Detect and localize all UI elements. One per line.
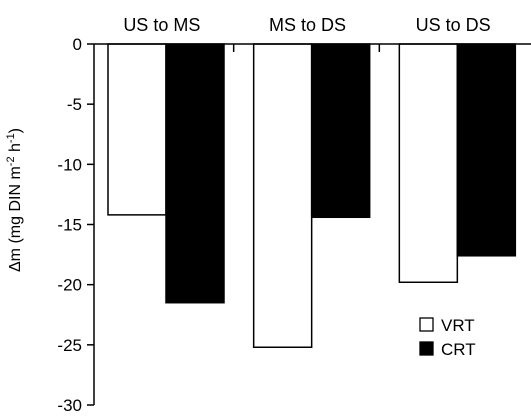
bar-crt-us-to-ms xyxy=(165,43,225,304)
category-label-us-to-ms: US to MS xyxy=(123,15,200,35)
category-label-us-to-ds: US to DS xyxy=(416,15,491,35)
bar-crt-ms-to-ds xyxy=(310,43,371,219)
bar-vrt-ms-to-ds xyxy=(252,43,313,348)
y-tick-label: -15 xyxy=(57,216,82,235)
category-label-ms-to-ds: MS to DS xyxy=(269,15,346,35)
y-tick-label: -5 xyxy=(67,95,82,114)
y-axis-label-sup2: -1 xyxy=(5,133,17,143)
legend-label-crt: CRT xyxy=(441,340,476,359)
bar-vrt-us-to-ds xyxy=(398,43,459,284)
y-tick-label: -10 xyxy=(57,155,82,174)
category-labels: US to MS MS to DS US to DS xyxy=(123,15,490,35)
y-tick-label: -30 xyxy=(57,396,82,415)
y-ticks: 0 -5 -10 -15 -20 -25 -30 xyxy=(57,35,94,415)
y-tick-label: 0 xyxy=(73,35,82,54)
bar-crt-us-to-ds xyxy=(456,43,517,257)
y-tick-label: -20 xyxy=(57,276,82,295)
y-axis-label-base: Δm (mg DIN m xyxy=(7,166,24,272)
y-axis-label-sup1: -2 xyxy=(5,156,17,166)
y-axis-label-mid: h xyxy=(7,143,24,156)
y-axis-label: Δm (mg DIN m-2 h-1) xyxy=(5,128,24,272)
legend-swatch-crt xyxy=(419,341,434,356)
y-axis-label-end: ) xyxy=(7,128,24,133)
legend-label-vrt: VRT xyxy=(441,316,475,335)
y-tick-label: -25 xyxy=(57,336,82,355)
bars xyxy=(107,43,517,348)
bar-vrt-us-to-ms xyxy=(107,43,167,216)
legend: VRT CRT xyxy=(419,316,476,359)
legend-swatch-vrt xyxy=(419,317,434,332)
